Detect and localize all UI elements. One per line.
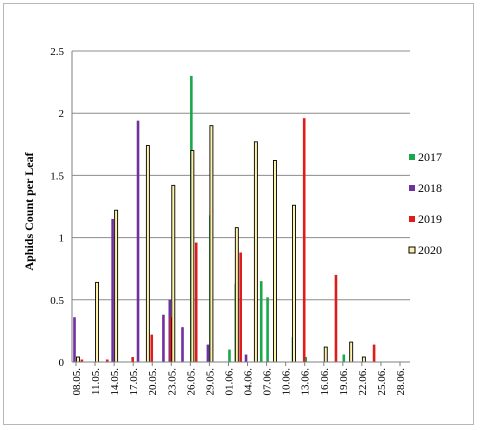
bar-2019 — [302, 118, 306, 363]
legend-label: 2017 — [418, 150, 442, 164]
chart-frame — [3, 3, 474, 425]
bar-2018 — [206, 344, 210, 362]
y-tick-labels: 0 0.5 1 1.5 2 2.5 — [50, 46, 64, 369]
bar-2020 — [272, 160, 277, 363]
bar-2017 — [266, 297, 269, 362]
legend: 2017 2018 2019 2020 — [408, 150, 442, 257]
x-tick-label: 19.06. — [338, 368, 350, 396]
bar-2020 — [349, 341, 354, 363]
bar-2017 — [259, 281, 263, 362]
legend-label: 2018 — [418, 181, 442, 195]
bar-2020 — [209, 125, 214, 363]
bar-2020 — [145, 145, 150, 363]
bar-2020 — [361, 356, 366, 363]
x-tick-labels: 08.05. 11.05. 14.05. 17.05. 20.05. 23.05. 26.0… — [71, 368, 407, 396]
y-tick-label: 2.5 — [50, 46, 64, 58]
bar-2019 — [80, 359, 84, 362]
x-tick-label: 07.06. — [262, 368, 274, 396]
bar-2020 — [253, 141, 258, 363]
bar-2018 — [111, 218, 114, 362]
x-tick-label: 26.05. — [185, 368, 197, 396]
y-tick-label: 1 — [59, 233, 65, 245]
bar-2018 — [73, 317, 76, 362]
bar-2017 — [228, 349, 231, 362]
x-tick-label: 29.05. — [204, 368, 216, 396]
bar-2019 — [131, 357, 134, 362]
x-tick-label: 13.06. — [300, 368, 312, 396]
bar-2017 — [304, 357, 308, 362]
y-axis-label: Aphids Count per Leaf — [22, 151, 36, 270]
bar-2020 — [76, 356, 80, 363]
bar-2020 — [234, 227, 239, 363]
bar-2019 — [150, 334, 154, 362]
x-tick-label: 16.06. — [319, 368, 331, 396]
bar-2018 — [136, 120, 140, 362]
legend-label: 2019 — [418, 212, 442, 226]
y-tick-label: 2 — [59, 108, 65, 120]
bars — [73, 75, 376, 363]
y-tick-label: 1.5 — [50, 170, 64, 182]
y-tick-label: 0.5 — [50, 295, 64, 307]
bar-2019 — [169, 317, 173, 362]
x-tick-label: 08.05. — [71, 368, 83, 396]
bar-2018 — [181, 327, 184, 362]
legend-swatch-2020 — [408, 246, 416, 254]
bar-2017 — [342, 354, 346, 362]
x-tick-label: 10.06. — [281, 368, 293, 396]
bar-2019 — [239, 252, 242, 362]
bar-2018 — [244, 354, 248, 362]
bar-2020 — [95, 281, 100, 363]
axes — [71, 51, 410, 366]
legend-swatch-2018 — [409, 185, 415, 191]
bar-2019 — [372, 344, 376, 362]
legend-label: 2020 — [418, 243, 442, 257]
legend-swatch-2017 — [409, 154, 415, 160]
gridlines — [72, 50, 410, 301]
x-tick-label: 20.05. — [147, 368, 159, 396]
x-tick-label: 25.06. — [376, 368, 388, 396]
x-tick-label: 04.06. — [243, 368, 255, 396]
x-tick-label: 01.06. — [223, 368, 235, 396]
x-tick-label: 28.06. — [395, 368, 407, 396]
x-tick-label: 14.05. — [109, 368, 121, 396]
bar-2019 — [194, 242, 198, 362]
x-tick-label: 17.05. — [128, 368, 140, 396]
x-tick-label: 23.05. — [166, 368, 178, 396]
bar-2020 — [190, 150, 195, 363]
x-tick-label: 22.06. — [357, 368, 369, 396]
bar-2019 — [334, 274, 338, 362]
x-tick-label: 11.05. — [90, 368, 102, 395]
bar-2020 — [171, 184, 176, 363]
bar-2020 — [114, 209, 119, 363]
bar-2018 — [162, 314, 165, 362]
legend-swatch-2019 — [409, 216, 415, 222]
bar-2019 — [105, 359, 109, 362]
y-tick-label: 0 — [59, 357, 65, 369]
bar-2020 — [323, 346, 328, 363]
bar-2020 — [292, 204, 296, 363]
